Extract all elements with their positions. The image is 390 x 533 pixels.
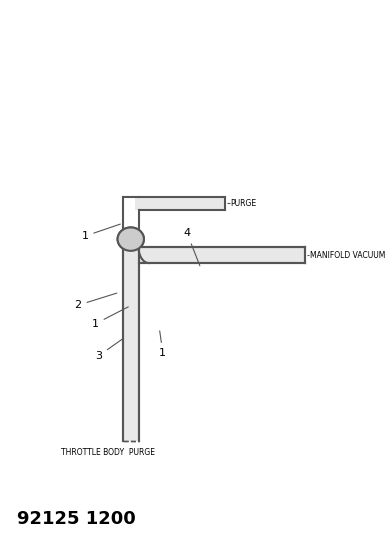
Text: 4: 4 — [184, 229, 200, 266]
Ellipse shape — [118, 228, 144, 251]
Text: 1: 1 — [160, 331, 166, 358]
Ellipse shape — [118, 228, 144, 251]
Bar — [123, 231, 138, 441]
Text: THROTTLE BODY  PURGE: THROTTLE BODY PURGE — [60, 448, 154, 457]
FancyBboxPatch shape — [135, 197, 225, 210]
Text: 92125 1200: 92125 1200 — [17, 510, 136, 528]
Text: MANIFOLD VACUUM: MANIFOLD VACUUM — [310, 251, 385, 260]
Text: PURGE: PURGE — [230, 199, 257, 208]
Text: 2: 2 — [74, 293, 117, 310]
Text: 1: 1 — [92, 307, 128, 329]
Text: 1: 1 — [82, 224, 121, 241]
FancyBboxPatch shape — [138, 247, 305, 263]
Text: 3: 3 — [95, 339, 122, 361]
